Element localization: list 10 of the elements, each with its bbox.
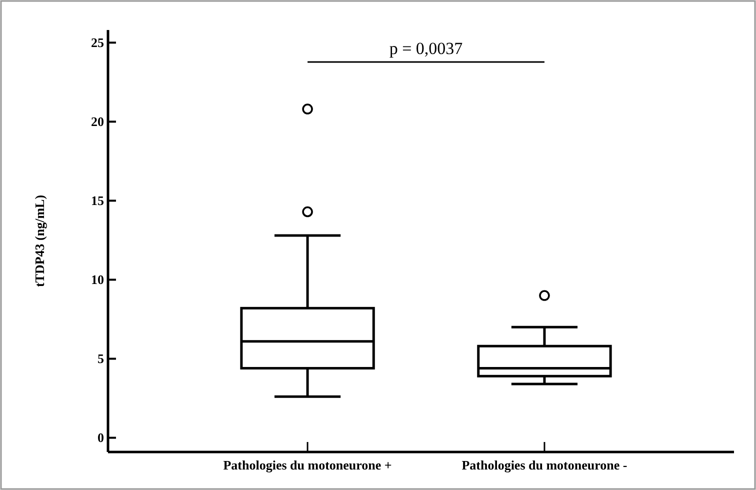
y-tick-label: 0	[98, 430, 104, 445]
y-tick-label: 15	[91, 192, 104, 208]
y-tick-label: 25	[91, 34, 104, 50]
x-tick-label: Pathologies du motoneurone -	[462, 458, 628, 473]
y-tick-label: 10	[91, 272, 104, 287]
y-tick-label: 5	[98, 350, 104, 366]
x-tick-label: Pathologies du motoneurone +	[223, 458, 392, 473]
y-tick-label: 20	[91, 114, 104, 129]
annotation: p = 0,0037	[389, 39, 464, 58]
y-axis-title: tTDP43 (ng/mL)	[32, 194, 47, 288]
